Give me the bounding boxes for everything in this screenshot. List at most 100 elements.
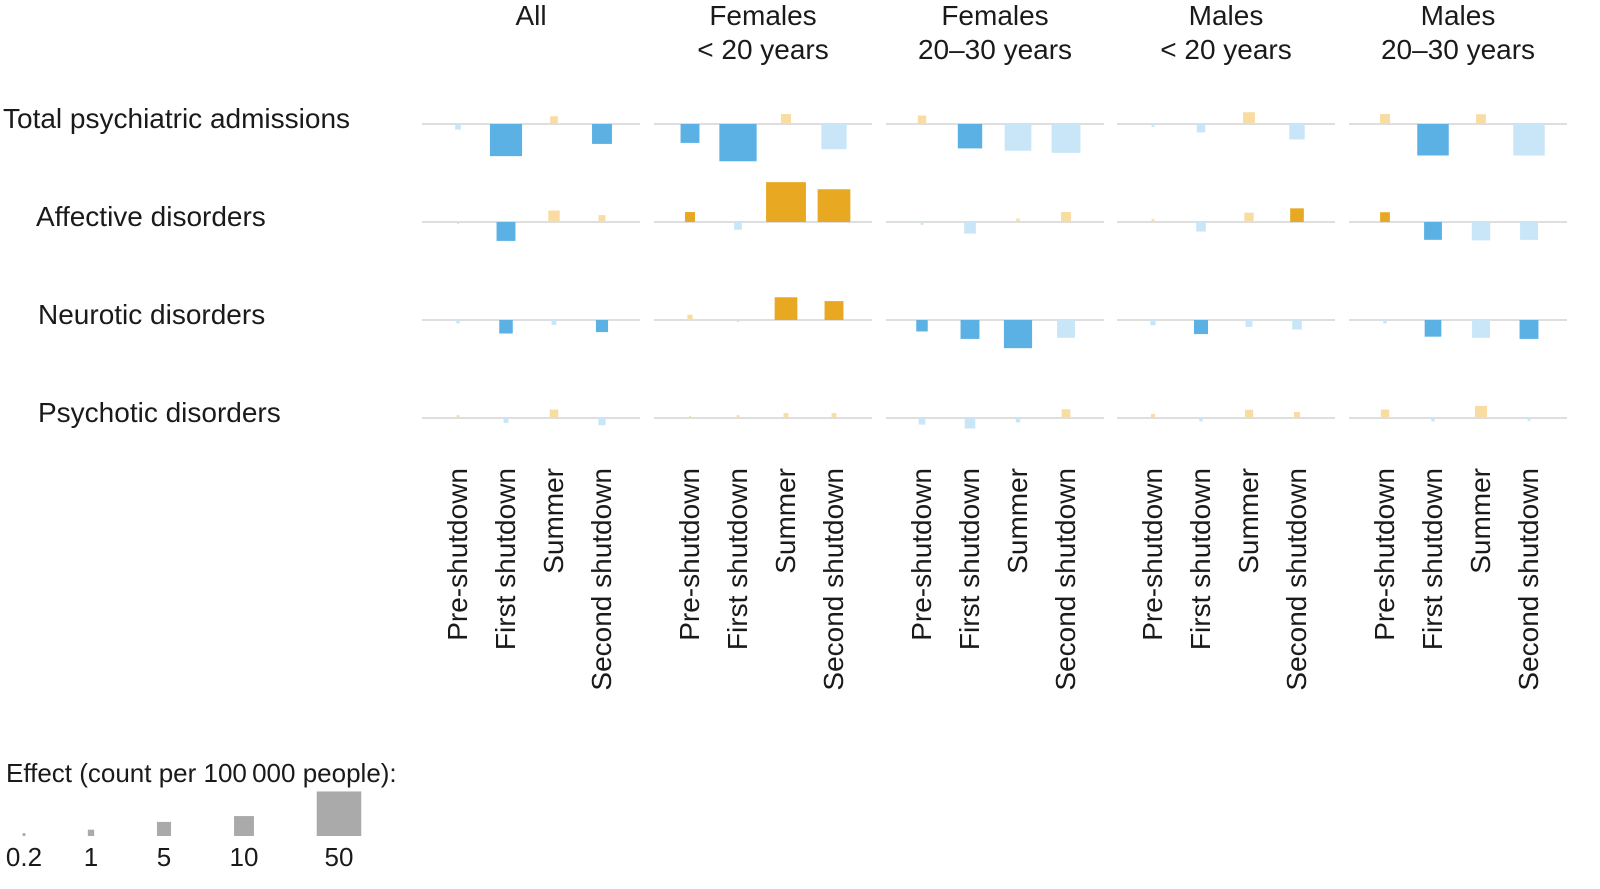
effect-bar — [734, 222, 742, 230]
effect-bar — [550, 116, 558, 124]
period-label: Summer — [1465, 468, 1496, 574]
effect-bar — [1003, 320, 1033, 349]
effect-bar — [456, 320, 460, 324]
effect-bar — [781, 114, 791, 124]
period-label: Second shutdown — [1513, 468, 1544, 691]
effect-bar — [598, 418, 606, 426]
legend-square — [22, 833, 26, 836]
effect-bar — [918, 418, 926, 425]
panel-title: All — [515, 0, 546, 31]
effect-bar — [964, 418, 976, 429]
effect-bar — [783, 413, 789, 418]
effect-bar — [1380, 409, 1390, 418]
effect-bar — [1292, 320, 1302, 330]
legend-label: 1 — [84, 842, 98, 872]
legend-label: 0.2 — [6, 842, 42, 872]
effect-bar — [1193, 320, 1209, 335]
effect-bar — [960, 320, 980, 339]
row-label: Affective disorders — [36, 201, 266, 232]
effect-bar — [689, 416, 691, 418]
effect-bar — [1424, 320, 1442, 337]
effect-bar — [736, 415, 740, 418]
period-label: Second shutdown — [1050, 468, 1081, 691]
effect-bar — [1196, 222, 1206, 232]
effect-bar — [964, 222, 976, 234]
effect-bar — [1243, 112, 1255, 124]
effect-bar — [499, 320, 513, 334]
effect-bar — [1015, 418, 1021, 423]
effect-bar — [1016, 218, 1020, 222]
effect-bar — [1245, 320, 1253, 327]
legend-title: Effect (count per 100 000 people): — [6, 758, 397, 788]
period-label: Second shutdown — [1281, 468, 1312, 691]
effect-bar — [1380, 212, 1390, 222]
effect-bar — [824, 301, 844, 320]
period-label: First shutdown — [1185, 468, 1216, 650]
effect-bar — [685, 212, 695, 222]
effect-bar — [1151, 124, 1155, 127]
row-label: Total psychiatric admissions — [3, 103, 350, 134]
legend-square — [234, 816, 254, 836]
effect-bar — [1199, 418, 1203, 422]
panel-title: < 20 years — [697, 34, 829, 65]
effect-bar — [548, 210, 560, 222]
legend-label: 5 — [157, 842, 171, 872]
legend-label: 10 — [230, 842, 259, 872]
effect-bar — [1151, 414, 1155, 418]
legend-label: 50 — [325, 842, 354, 872]
effect-bar — [1289, 124, 1305, 140]
effect-bar — [1380, 114, 1390, 124]
panel-title: < 20 years — [1160, 34, 1292, 65]
period-label: Summer — [1002, 468, 1033, 574]
effect-bar — [737, 320, 739, 322]
period-label: Second shutdown — [586, 468, 617, 691]
panel-title: 20–30 years — [918, 34, 1072, 65]
effect-bar — [1471, 222, 1491, 241]
effect-bar — [1151, 219, 1155, 222]
period-label: Pre-shutdown — [906, 468, 937, 641]
effect-bar — [687, 314, 693, 320]
period-label: Pre-shutdown — [1369, 468, 1400, 641]
panel-title: Females — [941, 0, 1048, 31]
effect-bar — [817, 189, 851, 222]
effect-bar — [598, 215, 606, 222]
effect-bar — [1472, 320, 1490, 338]
period-label: First shutdown — [954, 468, 985, 650]
effect-bar — [916, 320, 928, 332]
effect-bar — [457, 222, 459, 224]
effect-bar — [766, 182, 806, 222]
effect-bar — [1004, 124, 1032, 151]
effect-bar — [503, 418, 509, 423]
legend-square — [87, 829, 95, 836]
legend-square — [316, 791, 362, 836]
effect-bar — [1476, 114, 1486, 124]
effect-bar — [592, 124, 612, 144]
effect-bar — [1424, 222, 1442, 240]
period-label: Second shutdown — [818, 468, 849, 691]
period-label: Pre-shutdown — [674, 468, 705, 641]
period-label: First shutdown — [490, 468, 521, 650]
period-label: Summer — [770, 468, 801, 574]
effect-bar — [455, 124, 461, 130]
effect-bar — [1051, 124, 1081, 153]
effect-bar — [1519, 320, 1539, 339]
effect-bar — [496, 222, 516, 241]
effect-bar — [489, 124, 523, 157]
effect-bar — [595, 320, 609, 333]
effect-bar — [920, 222, 924, 225]
effect-bar — [1383, 320, 1387, 324]
effect-bar — [1244, 212, 1254, 222]
effect-bar — [821, 124, 847, 150]
effect-bar — [957, 124, 983, 149]
effect-bar — [1513, 124, 1545, 156]
effect-bar — [1244, 409, 1254, 418]
period-label: Summer — [1233, 468, 1264, 574]
effect-bar — [774, 297, 798, 320]
effect-bar — [831, 413, 837, 418]
row-label: Neurotic disorders — [38, 299, 265, 330]
effect-bar — [680, 124, 700, 143]
row-label: Psychotic disorders — [38, 397, 281, 428]
effect-bar — [1061, 409, 1071, 418]
panel-title: Males — [1189, 0, 1264, 31]
